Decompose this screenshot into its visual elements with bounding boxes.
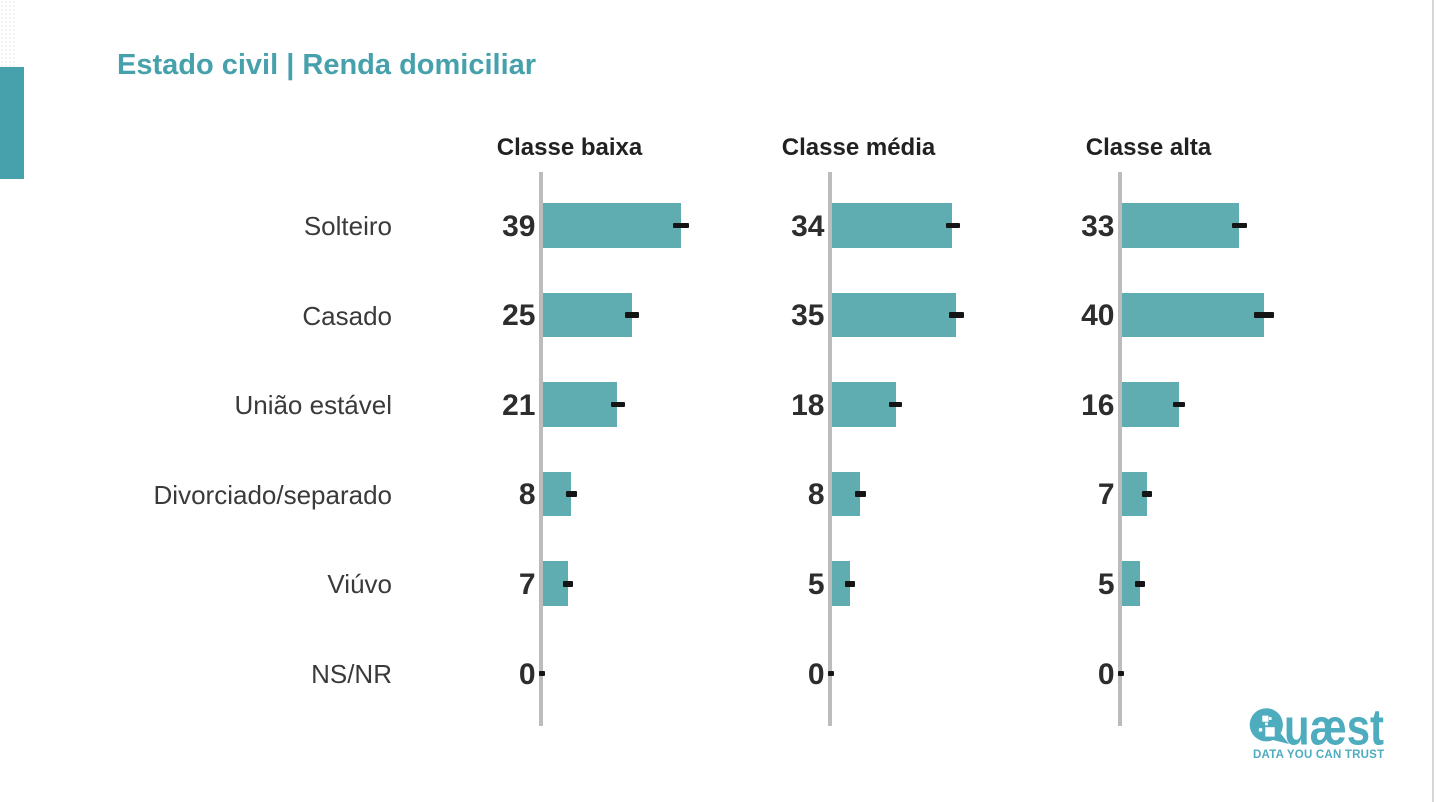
svg-text:uæst: uæst	[1284, 700, 1384, 756]
